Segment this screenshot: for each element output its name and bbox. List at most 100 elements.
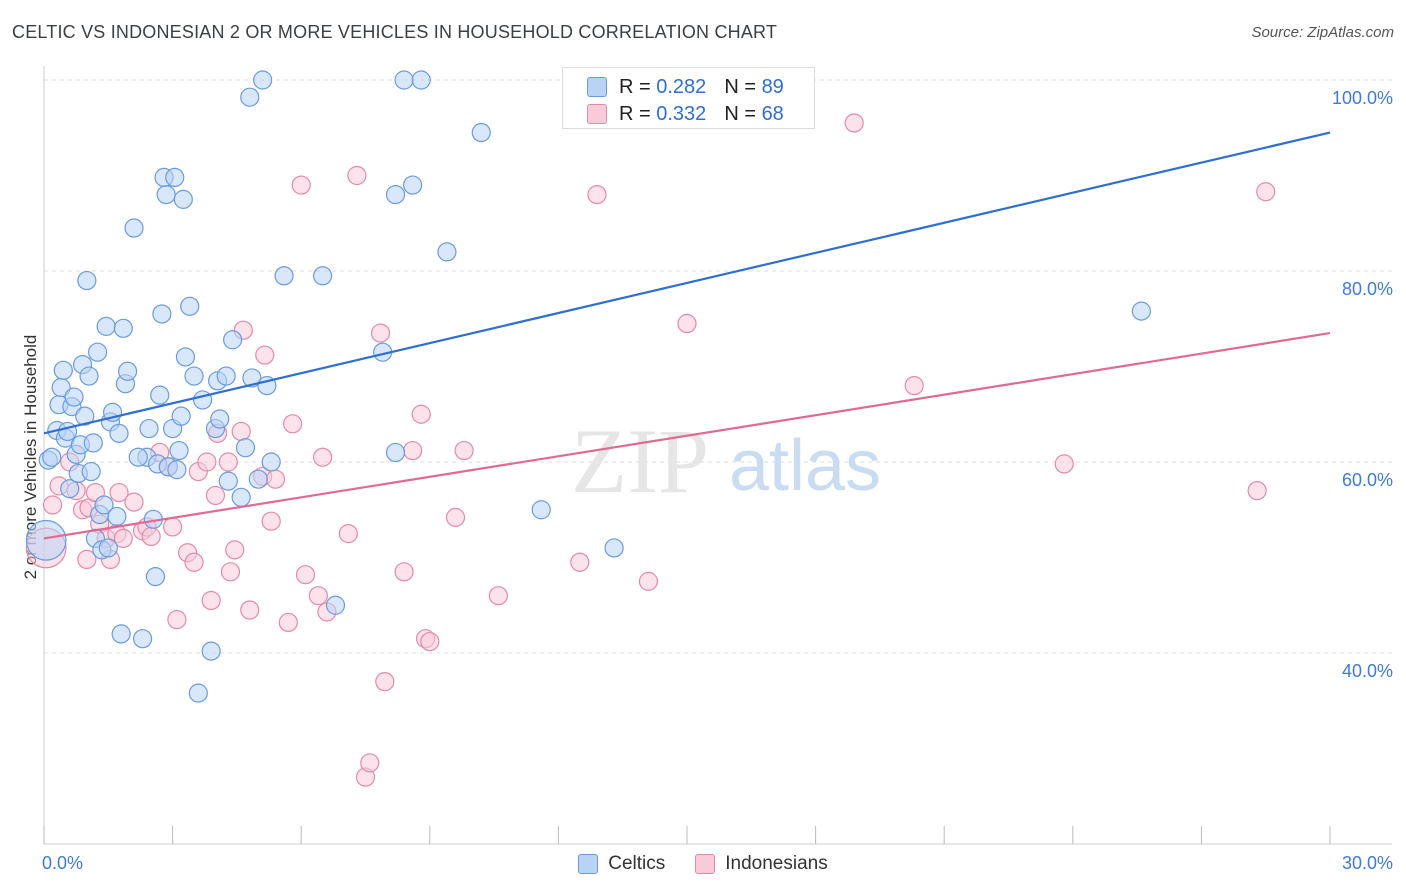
indonesians-point-43 bbox=[295, 565, 316, 585]
celtics-points bbox=[25, 70, 1151, 703]
indonesians-point-14 bbox=[113, 528, 133, 549]
legend-label-celtics: Celtics bbox=[608, 853, 666, 874]
celtics-point-73 bbox=[261, 452, 281, 472]
indonesians-point-44 bbox=[308, 586, 328, 606]
celtics-point-16 bbox=[75, 406, 95, 426]
celtics-point-58 bbox=[193, 390, 213, 410]
celtics-point-80 bbox=[403, 175, 423, 195]
celtics-point-8 bbox=[57, 421, 78, 442]
watermark-zip: ZIP bbox=[571, 410, 709, 512]
indonesians-point-59 bbox=[454, 440, 474, 461]
legend-item-celtics[interactable]: Celtics bbox=[578, 853, 665, 875]
x-tick-label-max: 30.0% bbox=[1342, 853, 1393, 873]
celtics-point-32 bbox=[111, 624, 131, 644]
celtics-point-70 bbox=[248, 469, 268, 489]
indonesians-point-27 bbox=[201, 590, 221, 611]
trend-lines bbox=[43, 131, 1331, 540]
celtics-point-64 bbox=[218, 471, 238, 491]
indonesians-point-68 bbox=[1247, 481, 1267, 501]
indonesians-point-53 bbox=[394, 562, 414, 582]
indonesians-point-67 bbox=[1054, 454, 1074, 474]
indonesians-point-39 bbox=[265, 469, 286, 489]
indonesians-point-1 bbox=[42, 495, 63, 515]
celtics-point-18 bbox=[79, 366, 99, 386]
indonesians-point-51 bbox=[370, 323, 391, 343]
celtics-point-9 bbox=[60, 479, 80, 499]
celtics-point-62 bbox=[210, 409, 230, 429]
celtics-point-59 bbox=[201, 641, 221, 661]
celtics-swatch bbox=[587, 77, 607, 97]
celtics-point-66 bbox=[231, 487, 251, 507]
celtics-point-78 bbox=[385, 185, 406, 205]
indonesians-r-value: 0.332 bbox=[656, 102, 707, 125]
indonesians-point-52 bbox=[375, 672, 395, 692]
celtics-point-76 bbox=[325, 595, 346, 615]
celtics-point-54 bbox=[175, 347, 196, 367]
indonesians-point-32 bbox=[225, 540, 245, 560]
celtics-n-value: 89 bbox=[761, 75, 784, 98]
indonesians-point-66 bbox=[904, 376, 924, 396]
celtics-point-36 bbox=[124, 218, 144, 238]
source-label: Source: ZipAtlas.com bbox=[1251, 24, 1394, 41]
celtics-point-56 bbox=[184, 366, 204, 386]
celtics-point-67 bbox=[235, 438, 256, 458]
indonesians-point-6 bbox=[77, 549, 97, 570]
celtics-point-39 bbox=[139, 418, 159, 439]
celtics-point-75 bbox=[313, 266, 333, 286]
celtics-point-49 bbox=[165, 167, 185, 188]
celtics-point-19 bbox=[81, 461, 101, 482]
indonesians-point-40 bbox=[278, 612, 298, 633]
y-tick-label-100: 100.0% bbox=[1332, 88, 1393, 108]
indonesians-point-62 bbox=[587, 185, 607, 205]
celtics-point-25 bbox=[94, 495, 114, 515]
celtics-point-30 bbox=[107, 506, 127, 527]
y-tick-label-60: 60.0% bbox=[1342, 470, 1393, 490]
celtics-point-20 bbox=[83, 433, 103, 453]
celtics-point-68 bbox=[240, 87, 260, 107]
indonesians-point-61 bbox=[570, 552, 590, 572]
celtics-point-51 bbox=[169, 440, 189, 461]
indonesians-point-41 bbox=[283, 414, 303, 434]
indonesians-point-31 bbox=[220, 562, 241, 582]
celtics-r-value: 0.282 bbox=[656, 75, 707, 98]
celtics-point-50 bbox=[167, 460, 187, 480]
stats-row-celtics: R = 0.282 N = 89 bbox=[587, 73, 784, 101]
celtics-point-71 bbox=[253, 70, 273, 90]
celtics-trend-line bbox=[43, 131, 1331, 435]
indonesians-point-42 bbox=[291, 175, 311, 195]
celtics-point-33 bbox=[113, 318, 133, 338]
celtics-point-87 bbox=[385, 442, 406, 463]
celtics-point-45 bbox=[156, 185, 176, 205]
indonesians-point-48 bbox=[347, 165, 367, 186]
legend-swatch-celtics bbox=[578, 854, 599, 874]
celtics-point-26 bbox=[96, 316, 116, 336]
stats-legend: R = 0.282 N = 89 R = 0.332 N = 68 bbox=[562, 67, 815, 129]
tick-labels: 40.0% 60.0% 80.0% 100.0% 0.0% 30.0% bbox=[42, 88, 1393, 873]
indonesians-point-30 bbox=[218, 452, 238, 472]
celtics-point-84 bbox=[531, 500, 551, 520]
celtics-point-86 bbox=[1131, 301, 1151, 321]
indonesians-point-38 bbox=[261, 511, 281, 531]
celtics-point-69 bbox=[242, 368, 262, 388]
indonesians-point-54 bbox=[403, 440, 423, 461]
celtics-point-65 bbox=[223, 330, 243, 350]
celtics-point-27 bbox=[98, 538, 118, 558]
celtics-point-35 bbox=[117, 361, 138, 381]
indonesians-point-69 bbox=[1256, 182, 1276, 202]
indonesians-point-26 bbox=[197, 452, 217, 472]
indonesians-point-58 bbox=[445, 507, 466, 527]
celtics-point-6 bbox=[53, 360, 73, 380]
celtics-point-11 bbox=[64, 387, 84, 407]
celtics-point-57 bbox=[188, 683, 208, 703]
celtics-point-43 bbox=[150, 385, 170, 405]
indonesians-point-45 bbox=[313, 447, 333, 467]
celtics-point-88 bbox=[128, 447, 148, 467]
indonesians-point-28 bbox=[205, 485, 226, 506]
chart-title: CELTIC VS INDONESIAN 2 OR MORE VEHICLES … bbox=[12, 22, 778, 42]
celtics-point-52 bbox=[171, 406, 191, 426]
celtics-point-0 bbox=[25, 519, 67, 561]
legend-item-indonesians[interactable]: Indonesians bbox=[695, 853, 828, 875]
celtics-point-82 bbox=[437, 242, 457, 262]
indonesians-point-21 bbox=[163, 517, 183, 537]
indonesians-point-35 bbox=[240, 600, 260, 620]
